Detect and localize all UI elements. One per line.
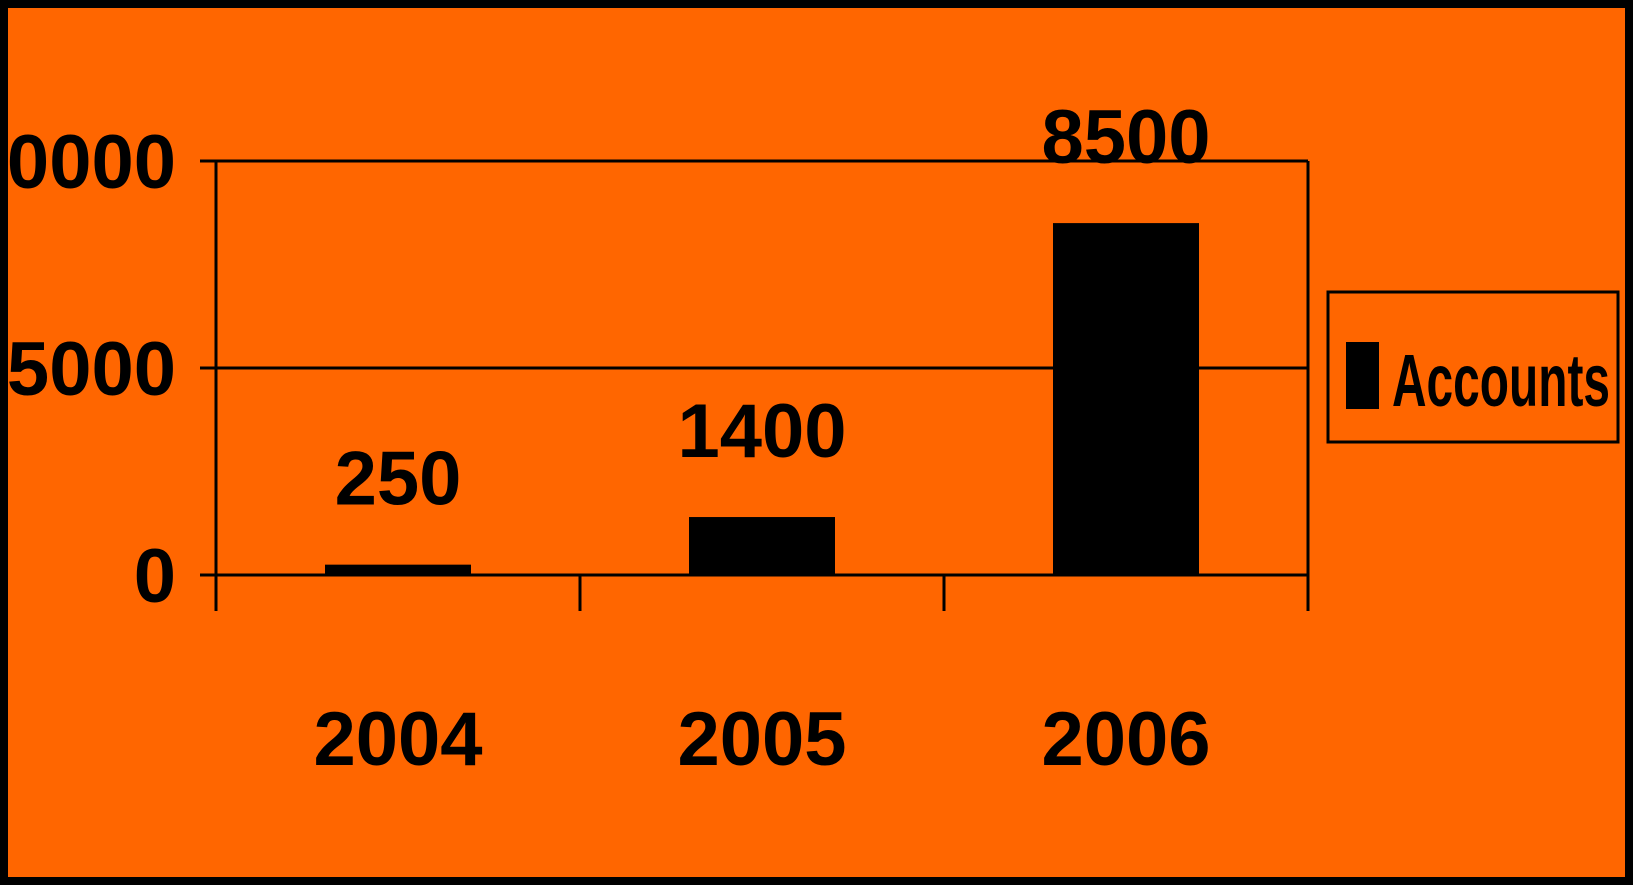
y-tick-label: 10000	[0, 120, 176, 205]
y-tick-label: 0	[134, 534, 176, 619]
data-label: 250	[335, 437, 462, 522]
data-label: 1400	[677, 389, 846, 474]
legend: Accounts	[1326, 290, 1620, 444]
y-tick-label: 5000	[7, 327, 176, 412]
legend-box	[1326, 290, 1620, 444]
bar	[1053, 223, 1199, 575]
legend-label: Accounts	[1392, 339, 1610, 422]
bar	[689, 517, 835, 575]
bar	[325, 564, 471, 575]
x-tick-label: 2006	[1041, 697, 1210, 782]
bars	[325, 223, 1199, 575]
x-tick-label: 2005	[677, 697, 846, 782]
legend-swatch	[1346, 342, 1379, 409]
y-tick-labels: 0 5000 10000	[0, 120, 176, 619]
data-labels: 250 1400 8500	[335, 95, 1211, 522]
x-tick-labels: 2004 2005 2006	[313, 697, 1210, 782]
x-tick-label: 2004	[313, 697, 482, 782]
axes	[214, 161, 1310, 611]
data-label: 8500	[1041, 95, 1210, 180]
